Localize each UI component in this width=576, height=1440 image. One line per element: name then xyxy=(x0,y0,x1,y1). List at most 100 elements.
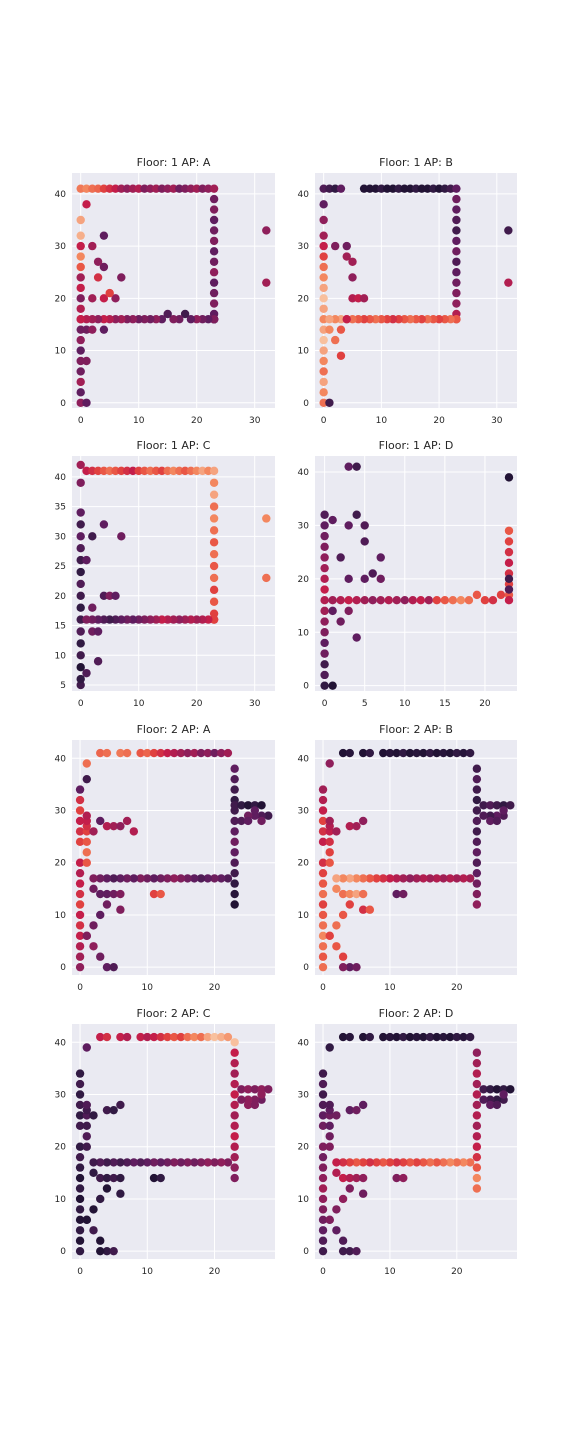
data-point xyxy=(504,547,514,557)
data-point xyxy=(102,1032,112,1042)
data-point xyxy=(472,1058,482,1068)
data-point xyxy=(82,325,91,334)
data-point xyxy=(319,388,328,397)
data-point xyxy=(243,816,253,826)
data-point xyxy=(439,874,448,883)
data-point xyxy=(116,1158,125,1167)
data-point xyxy=(318,1152,328,1162)
data-point xyxy=(452,315,461,324)
data-point xyxy=(75,921,85,930)
y-tick-label: 15 xyxy=(55,622,66,632)
data-point xyxy=(492,801,502,810)
data-point xyxy=(365,1158,375,1167)
data-point xyxy=(345,1032,354,1042)
data-point xyxy=(204,466,213,476)
data-point xyxy=(392,1032,401,1042)
data-point xyxy=(149,889,159,899)
data-point xyxy=(105,315,114,324)
x-tick-label: 0 xyxy=(320,1267,326,1277)
data-point xyxy=(88,466,97,476)
x-tick-label: 0 xyxy=(321,416,327,426)
data-point xyxy=(169,1032,179,1042)
data-point xyxy=(230,1152,239,1162)
data-point xyxy=(183,1032,192,1042)
data-point xyxy=(399,1173,408,1183)
data-point xyxy=(479,1095,488,1104)
data-point xyxy=(384,596,393,605)
data-point xyxy=(319,377,328,387)
y-tick-label: 30 xyxy=(55,532,67,542)
data-point xyxy=(163,748,172,758)
data-point xyxy=(82,848,91,857)
data-point xyxy=(146,615,155,624)
data-point xyxy=(75,942,85,951)
y-tick-label: 10 xyxy=(55,1195,67,1205)
data-point xyxy=(399,1158,408,1167)
data-point xyxy=(328,596,337,605)
data-point xyxy=(318,1090,328,1099)
data-point xyxy=(338,952,348,961)
data-point xyxy=(128,184,138,193)
data-point xyxy=(319,200,328,209)
data-point xyxy=(116,1032,125,1042)
x-tick-label: 20 xyxy=(433,416,445,426)
data-point xyxy=(319,335,328,345)
data-point xyxy=(479,1085,488,1094)
data-point xyxy=(75,952,85,961)
data-point xyxy=(88,615,97,624)
data-point xyxy=(76,315,85,324)
plot-area xyxy=(315,173,517,408)
data-point xyxy=(76,639,85,648)
y-tick-label: 30 xyxy=(55,1091,67,1101)
data-point xyxy=(319,273,328,282)
x-tick-label: 10 xyxy=(376,416,388,426)
data-point xyxy=(472,868,482,878)
data-point xyxy=(186,184,196,193)
y-tick-label: 40 xyxy=(55,473,67,483)
data-point xyxy=(75,879,85,888)
data-point xyxy=(499,806,508,815)
data-point xyxy=(368,569,377,578)
data-point xyxy=(109,1173,118,1183)
data-point xyxy=(336,596,345,605)
data-point xyxy=(352,874,361,883)
data-point xyxy=(102,748,112,758)
y-tick-label: 40 xyxy=(298,468,310,478)
y-tick-label: 10 xyxy=(55,651,67,661)
data-point xyxy=(76,184,85,193)
data-point xyxy=(446,184,455,193)
data-point xyxy=(360,521,369,530)
data-point xyxy=(412,748,421,758)
data-point xyxy=(504,526,514,535)
data-point xyxy=(146,315,155,324)
data-point xyxy=(400,315,409,324)
data-point xyxy=(352,633,361,642)
data-point xyxy=(209,597,219,606)
data-point xyxy=(331,315,340,324)
data-point xyxy=(209,573,219,583)
data-point xyxy=(332,1158,341,1167)
data-point xyxy=(429,315,438,324)
data-point xyxy=(425,874,435,883)
data-point xyxy=(319,304,328,313)
data-point xyxy=(243,1100,253,1110)
data-point xyxy=(480,596,490,605)
data-point xyxy=(134,184,143,193)
y-tick-label: 40 xyxy=(298,1038,310,1048)
data-point xyxy=(76,651,85,660)
data-point xyxy=(360,574,369,584)
data-point xyxy=(385,1032,395,1042)
data-point xyxy=(411,184,421,193)
data-point xyxy=(445,874,455,883)
data-point xyxy=(320,660,329,669)
data-point xyxy=(156,1158,165,1167)
data-point xyxy=(230,1038,239,1047)
data-point xyxy=(105,615,114,624)
x-tick-label: 20 xyxy=(451,1267,463,1277)
data-point xyxy=(348,294,357,303)
data-point xyxy=(146,466,155,476)
data-point xyxy=(102,1184,112,1193)
data-point xyxy=(209,585,219,595)
data-point xyxy=(192,615,201,624)
